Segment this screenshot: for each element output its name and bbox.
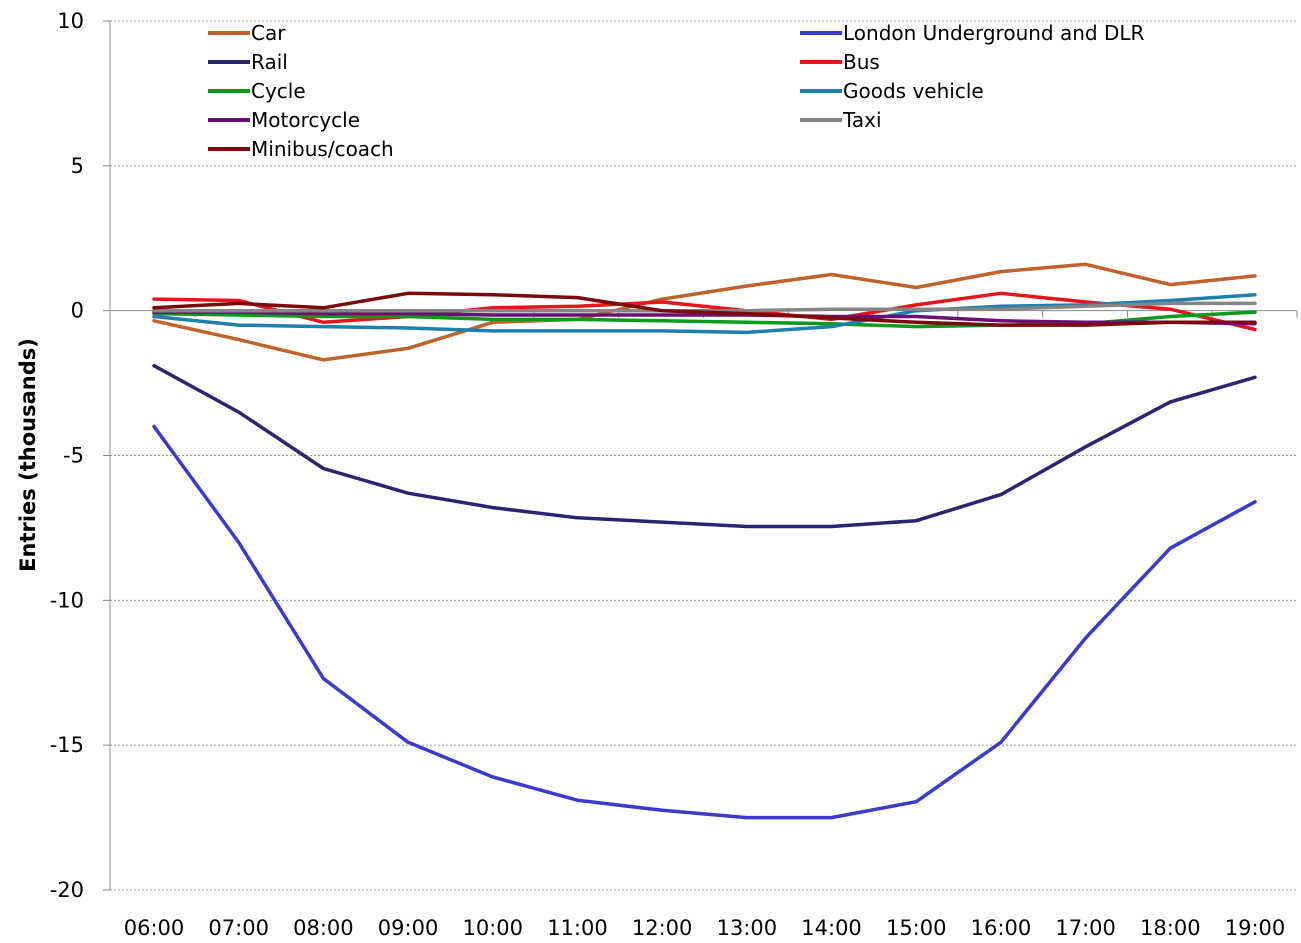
legend-label: Minibus/coach (251, 137, 394, 161)
x-tick-label: 06:00 (124, 916, 185, 940)
series-lines (152, 262, 1257, 820)
legend-label: London Underground and DLR (843, 21, 1145, 45)
series-line-bus (152, 291, 1257, 332)
y-axis-title: Entries (thousands) (16, 338, 40, 572)
x-tick-label: 10:00 (463, 916, 524, 940)
y-tick-label: -10 (50, 588, 84, 612)
legend-label: Cycle (251, 79, 306, 103)
x-tick-label: 17:00 (1055, 916, 1116, 940)
legend: Car London Underground and DLR Rail Bus Cycl… (208, 21, 1145, 161)
x-tick-label: 07:00 (208, 916, 269, 940)
series-line-rail (152, 363, 1257, 529)
x-tick-label: 14:00 (801, 916, 862, 940)
y-tick-label: 0 (71, 299, 84, 323)
y-tick-label: -20 (50, 878, 84, 902)
series-line-car (152, 262, 1257, 362)
legend-label: Bus (843, 50, 880, 74)
x-tick-label: 18:00 (1140, 916, 1201, 940)
y-tick-label: 5 (71, 154, 84, 178)
x-tick-label: 08:00 (293, 916, 354, 940)
x-tick-labels: 06:00 07:00 08:00 09:00 10:00 11:00 12:00 13:00… (124, 916, 1286, 940)
x-tick-label: 13:00 (717, 916, 778, 940)
x-tick-label: 16:00 (971, 916, 1032, 940)
x-tick-label: 09:00 (378, 916, 439, 940)
legend-label: Taxi (842, 108, 882, 132)
x-tick-label: 12:00 (632, 916, 693, 940)
legend-label: Goods vehicle (843, 79, 984, 103)
x-tick-label: 15:00 (886, 916, 947, 940)
y-tick-labels: 10 5 0 -5 -10 -15 -20 (50, 9, 84, 902)
y-tick-label: -15 (50, 733, 84, 757)
legend-label: Car (251, 21, 286, 45)
y-tick-label: 10 (57, 9, 84, 33)
x-tick-label: 11:00 (547, 916, 608, 940)
series-line-london-underground-and-dlr (152, 424, 1257, 820)
series-line-motorcycle (152, 310, 1257, 326)
series-line-minibus-coach (152, 291, 1257, 327)
x-tick-label: 19:00 (1225, 916, 1286, 940)
y-tick-label: -5 (63, 444, 84, 468)
gridlines (110, 20, 1297, 891)
legend-label: Rail (251, 50, 288, 74)
legend-label: Motorcycle (251, 108, 360, 132)
